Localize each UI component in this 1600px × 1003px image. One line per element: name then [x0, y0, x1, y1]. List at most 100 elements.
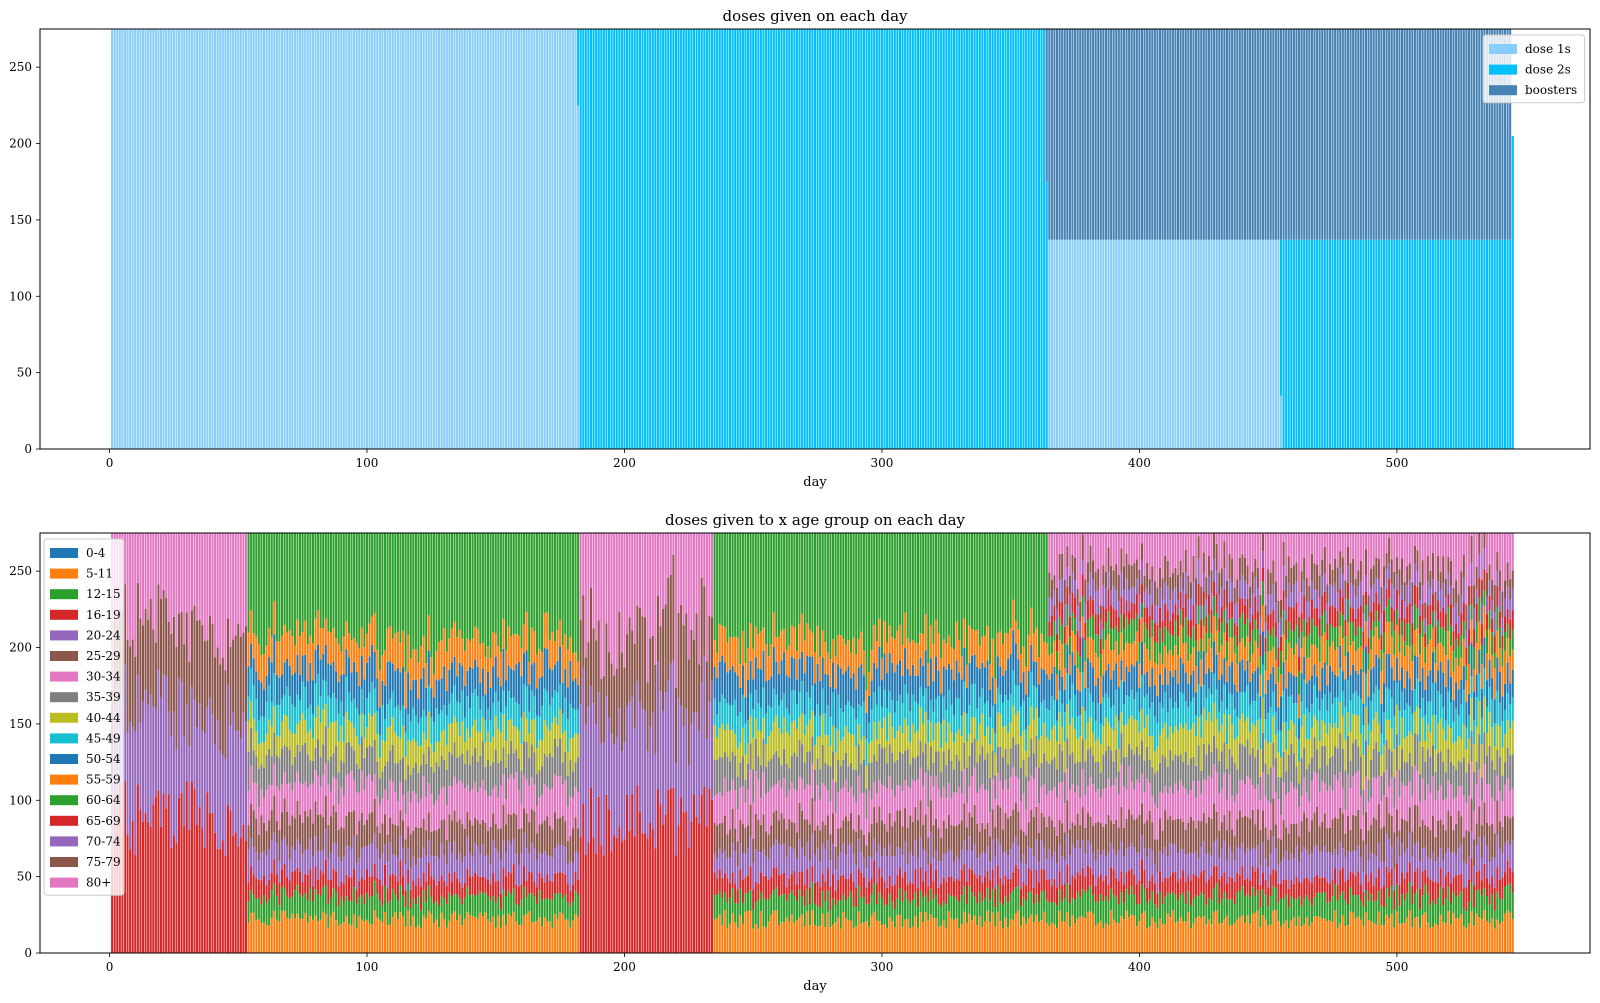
bar-5-11	[368, 923, 371, 953]
bar-20-24	[533, 848, 536, 882]
bar-25-29	[340, 826, 343, 862]
bar-40-44	[1086, 722, 1089, 751]
bar-dose-1s	[1092, 239, 1095, 449]
bar-70-74	[1048, 597, 1051, 622]
bar-12-15	[314, 889, 317, 916]
bar-12-15	[551, 899, 554, 929]
bar-dose-1s	[1174, 239, 1177, 449]
bar-75-79	[651, 636, 654, 713]
bar-60-64	[577, 533, 580, 662]
bar-70-74	[690, 723, 693, 822]
bar-60-64	[801, 533, 804, 614]
bar-45-49	[1097, 702, 1100, 738]
bar-30-34	[757, 779, 760, 820]
bar-5-11	[291, 913, 294, 953]
bar-5-11	[1012, 919, 1015, 953]
bar-45-49	[829, 716, 832, 746]
bar-16-19	[420, 886, 423, 911]
bar-50-54	[1061, 676, 1064, 704]
bar-5-11	[378, 919, 381, 953]
bar-25-29	[968, 812, 971, 837]
bar-50-54	[286, 658, 289, 687]
bar-25-29	[1084, 827, 1087, 854]
bar-70-74	[159, 697, 163, 827]
bar-55-59	[265, 645, 268, 676]
bar-25-29	[1115, 819, 1118, 856]
bar-16-19	[288, 880, 291, 899]
bar-60-64	[430, 533, 433, 658]
bar-dose-1s	[198, 29, 201, 449]
bar-75-79	[244, 626, 248, 722]
bar-50-54	[306, 680, 309, 709]
bar-60-64	[347, 533, 350, 634]
bar-80plus	[1061, 533, 1064, 554]
bar-40-44	[1048, 740, 1051, 764]
bar-dose-2s	[1455, 239, 1458, 449]
bar-60-64	[953, 533, 956, 650]
bar-12-15	[806, 889, 809, 912]
bar-60-64	[795, 533, 799, 651]
bar-5-11	[422, 915, 425, 953]
bar-45-49	[741, 694, 744, 728]
bar-dose-1s	[190, 29, 193, 449]
bar-25-29	[399, 810, 402, 836]
bar-40-44	[250, 700, 253, 728]
bar-40-44	[924, 712, 927, 744]
bar-25-29	[543, 820, 546, 852]
bar-55-59	[275, 641, 278, 675]
bar-55-59	[816, 625, 819, 664]
bar-45-49	[255, 698, 258, 732]
bar-55-59	[332, 628, 335, 662]
bar-5-11	[937, 926, 940, 953]
bar-12-15	[335, 892, 338, 921]
bar-20-24	[1112, 849, 1115, 870]
bar-dose-2s	[1007, 29, 1010, 449]
bar-60-64	[749, 533, 752, 623]
bar-dose-2s	[698, 29, 701, 449]
bar-dose-1s	[129, 29, 132, 449]
bar-50-54	[772, 647, 775, 689]
bar-35-39	[1143, 760, 1146, 793]
bar-16-19	[430, 876, 433, 897]
bar-12-15	[1133, 894, 1136, 916]
bar-75-79	[1061, 553, 1064, 579]
bar-35-39	[438, 766, 441, 796]
bar-12-15	[1017, 886, 1020, 911]
bar-25-29	[551, 829, 554, 858]
bar-60-64	[790, 533, 793, 626]
bar-65-69	[602, 855, 605, 953]
bar-boosters	[1055, 29, 1059, 240]
bar-35-39	[474, 747, 477, 783]
bar-45-49	[754, 690, 757, 719]
bar-40-44	[463, 741, 466, 764]
bar-25-29	[561, 815, 564, 845]
bar-20-24	[734, 851, 737, 885]
bar-16-19	[909, 881, 912, 903]
bar-60-64	[803, 533, 806, 641]
bar-55-59	[569, 637, 572, 661]
bar-boosters	[1323, 29, 1326, 240]
bar-16-19	[1148, 880, 1151, 900]
bar-20-24	[955, 855, 958, 879]
bar-20-24	[785, 857, 788, 887]
bar-55-59	[765, 644, 768, 682]
bar-30-34	[507, 778, 510, 814]
bar-12-15	[327, 903, 330, 928]
bar-dose-2s	[875, 29, 878, 449]
bar-30-34	[407, 791, 410, 827]
bar-12-15	[342, 901, 345, 923]
bar-45-49	[1030, 671, 1033, 707]
bar-25-29	[736, 841, 739, 867]
bar-60-64	[873, 533, 876, 626]
bar-5-11	[878, 921, 881, 953]
bar-25-29	[479, 824, 482, 855]
bar-20-24	[551, 857, 554, 882]
bar-20-24	[767, 858, 770, 880]
bar-5-11	[1001, 928, 1004, 953]
bar-boosters	[1475, 29, 1478, 240]
bar-60-64	[1040, 533, 1043, 634]
bar-60-64	[486, 533, 490, 647]
bar-70-74	[1148, 594, 1151, 617]
bar-35-39	[1086, 750, 1089, 787]
bar-boosters	[1092, 29, 1095, 240]
